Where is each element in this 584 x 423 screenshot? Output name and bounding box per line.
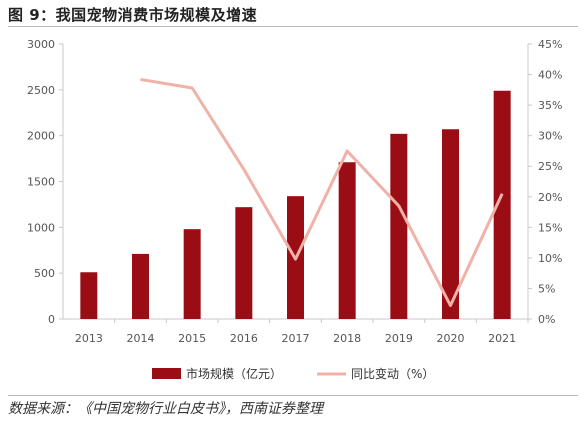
- source-rule: [8, 395, 578, 396]
- y-right-tick-label: 5%: [538, 282, 555, 295]
- x-tick-label: 2016: [230, 332, 258, 345]
- bar-2021: [493, 90, 511, 319]
- figure-title: 图 9：我国宠物消费市场规模及增速: [8, 6, 258, 24]
- growth-line: [140, 77, 504, 308]
- bar-2014: [132, 253, 149, 319]
- y-left-tick-label: 0: [48, 313, 55, 326]
- x-tick-label: 2021: [488, 332, 516, 345]
- y-right-tick-label: 35%: [538, 99, 562, 112]
- bar-2019: [390, 133, 408, 319]
- y-right-tick-label: 20%: [538, 191, 562, 204]
- y-left-tick-label: 1000: [27, 221, 55, 234]
- y-right-tick-label: 45%: [538, 38, 562, 51]
- bar-2016: [235, 207, 253, 319]
- legend-bar-swatch: [152, 368, 181, 379]
- y-left-tick-label: 1500: [27, 176, 55, 189]
- title-rule: [8, 26, 578, 27]
- bar-2013: [80, 272, 98, 319]
- x-tick-label: 2017: [282, 332, 310, 345]
- x-tick-label: 2019: [385, 332, 413, 345]
- legend-bar-label: 市场规模（亿元）: [186, 366, 282, 381]
- legend-line-label: 同比变动（%）: [351, 366, 434, 381]
- x-tick-label: 2015: [178, 332, 206, 345]
- y-left-tick-label: 2500: [27, 84, 55, 97]
- y-left-tick-label: 500: [34, 267, 55, 280]
- x-tick-label: 2020: [437, 332, 465, 345]
- y-right-tick-label: 40%: [538, 69, 562, 82]
- y-right-tick-label: 0%: [538, 313, 555, 326]
- y-left-tick-label: 2000: [27, 130, 55, 143]
- x-tick-label: 2018: [333, 332, 361, 345]
- y-right-tick-label: 25%: [538, 160, 562, 173]
- y-right-tick-label: 30%: [538, 130, 562, 143]
- y-left-tick-label: 3000: [27, 38, 55, 51]
- bar-2018: [338, 162, 356, 319]
- source-note: 数据来源：《中国宠物行业白皮书》，西南证券整理: [8, 401, 323, 417]
- y-right-tick-label: 15%: [538, 221, 562, 234]
- bar-2015: [183, 229, 201, 319]
- x-tick-label: 2013: [75, 332, 103, 345]
- y-right-tick-label: 10%: [538, 252, 562, 265]
- x-tick-label: 2014: [127, 332, 155, 345]
- bar-2020: [442, 129, 459, 319]
